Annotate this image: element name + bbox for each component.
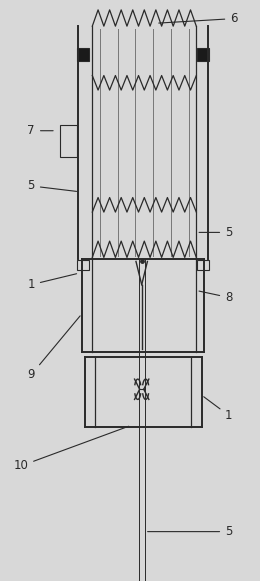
Text: 7: 7 bbox=[28, 124, 53, 137]
Bar bbox=[60, 125, 77, 157]
Bar bbox=[197, 48, 209, 61]
Bar bbox=[197, 260, 209, 270]
Bar bbox=[77, 48, 89, 61]
Text: 10: 10 bbox=[13, 426, 129, 472]
Bar bbox=[77, 260, 89, 270]
Text: 8: 8 bbox=[199, 291, 232, 304]
Text: 1: 1 bbox=[204, 397, 232, 422]
Text: 9: 9 bbox=[28, 316, 80, 381]
Text: 5: 5 bbox=[28, 180, 76, 192]
Text: 5: 5 bbox=[148, 525, 232, 538]
Text: 1: 1 bbox=[28, 274, 77, 291]
Text: 5: 5 bbox=[199, 226, 232, 239]
Text: 6: 6 bbox=[159, 12, 238, 25]
